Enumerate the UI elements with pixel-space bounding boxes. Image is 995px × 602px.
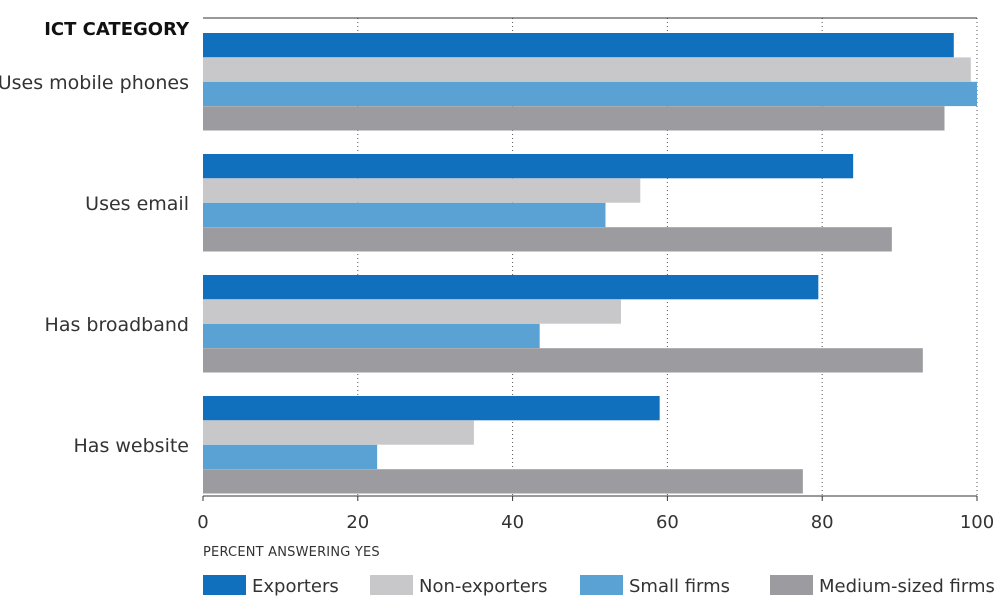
category-header: ICT CATEGORY	[44, 19, 190, 40]
category-label-3: Has website	[74, 435, 189, 457]
tick-label-60: 60	[656, 512, 679, 533]
legend-label-1: Non-exporters	[419, 576, 548, 597]
bar-2-0	[203, 275, 819, 300]
bar-3-2	[203, 444, 378, 470]
x-ticks: 0 20 40 60 80 100	[197, 496, 994, 533]
bar-1-2	[203, 202, 606, 228]
bar-1-3	[203, 227, 892, 252]
legend-label-3: Medium-sized firms	[819, 576, 995, 597]
category-label-0: Uses mobile phones	[0, 72, 189, 94]
bar-1-1	[203, 178, 641, 203]
bar-1-0	[203, 154, 854, 179]
category-labels: Uses mobile phones Uses email Has broadban…	[0, 72, 189, 457]
tick-label-100: 100	[960, 512, 994, 533]
category-label-2: Has broadband	[45, 314, 189, 336]
legend-swatch-1	[370, 575, 413, 595]
legend-swatch-3	[770, 575, 813, 595]
legend: Exporters Non-exporters Small firms Medium-…	[203, 575, 995, 597]
bar-2-3	[203, 348, 923, 373]
tick-label-80: 80	[811, 512, 834, 533]
legend-label-2: Small firms	[629, 576, 730, 597]
category-label-1: Uses email	[85, 193, 189, 215]
bar-0-3	[203, 106, 945, 131]
bar-3-1	[203, 420, 474, 445]
legend-label-0: Exporters	[252, 576, 339, 597]
bar-0-1	[203, 57, 971, 82]
legend-swatch-0	[203, 575, 246, 595]
bars	[203, 33, 977, 494]
bar-2-1	[203, 299, 621, 324]
bar-2-2	[203, 323, 540, 349]
bar-3-0	[203, 396, 660, 421]
x-axis-title: PERCENT ANSWERING YES	[203, 545, 380, 560]
bar-0-2	[203, 81, 977, 107]
tick-label-0: 0	[197, 512, 208, 533]
bar-3-3	[203, 469, 803, 494]
bar-0-0	[203, 33, 954, 58]
tick-label-20: 20	[346, 512, 369, 533]
legend-swatch-2	[580, 575, 623, 595]
tick-label-40: 40	[501, 512, 524, 533]
